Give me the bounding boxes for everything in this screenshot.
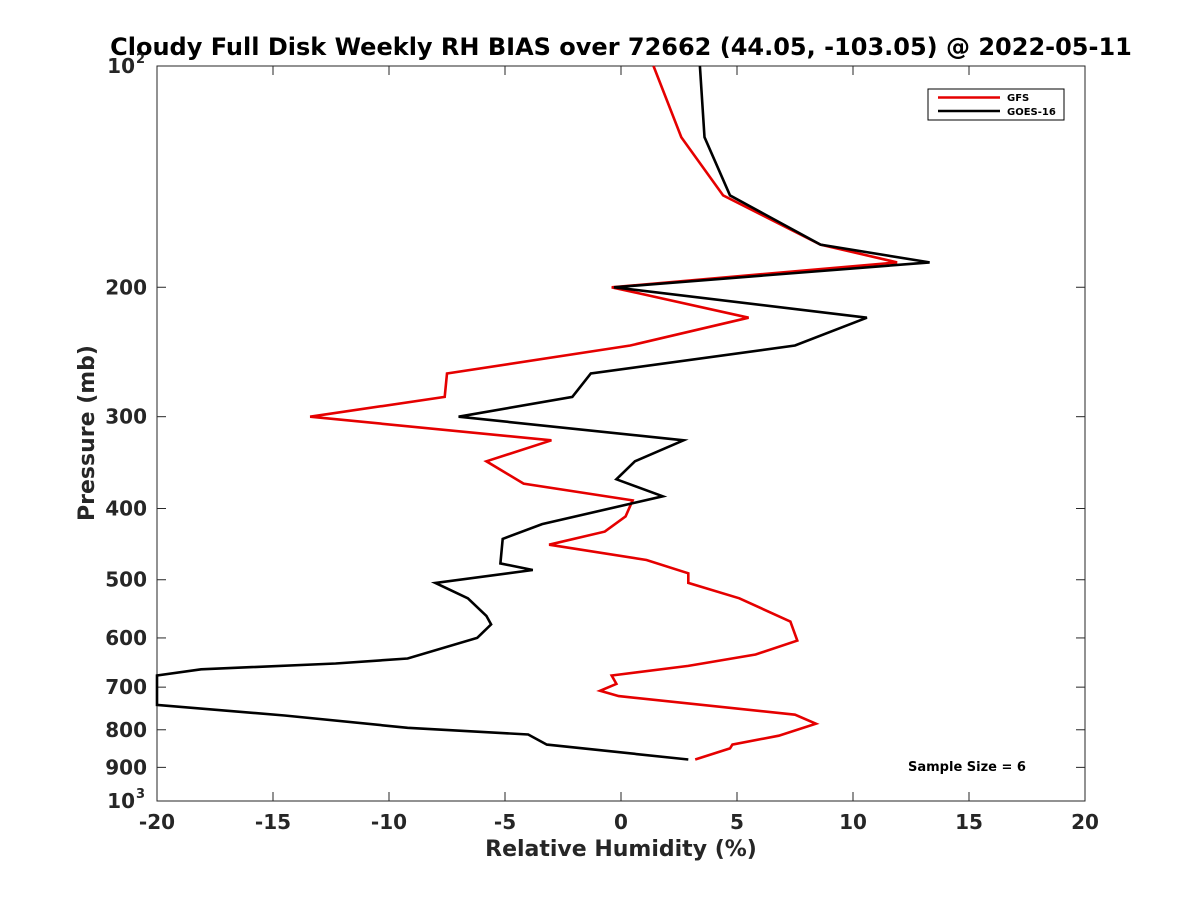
- legend-box: [927, 88, 1065, 121]
- y-tick-label-exponent: 2: [136, 52, 145, 67]
- x-tick-label: -5: [494, 810, 516, 834]
- y-tick-label: 300: [105, 405, 147, 429]
- x-tick-label: 0: [614, 810, 628, 834]
- y-tick-label: 400: [105, 497, 147, 521]
- y-tick-label: 200: [105, 275, 147, 299]
- y-tick-label: 500: [105, 568, 147, 592]
- series-line-goes-16: [155, 65, 930, 761]
- y-axis-label: Pressure (mb): [75, 345, 100, 521]
- y-tick-label: 800: [105, 718, 147, 742]
- legend-label-goes: GOES-16: [1007, 107, 1056, 118]
- x-tick-label: 15: [955, 810, 983, 834]
- y-tick-label: 10: [107, 789, 135, 813]
- series-line-gfs: [309, 65, 898, 761]
- x-axis-ticks: -20 -15 -10 -5 0 5 10 15 20: [139, 66, 1099, 834]
- x-tick-label: 10: [839, 810, 867, 834]
- series-layer: [155, 65, 930, 761]
- sample-size-annotation: Sample Size = 6: [908, 760, 1026, 775]
- y-tick-label: 900: [105, 755, 147, 779]
- x-tick-label: -20: [139, 810, 175, 834]
- legend-label-gfs: GFS: [1007, 93, 1029, 104]
- x-tick-label: 20: [1071, 810, 1099, 834]
- y-tick-label: 10: [107, 54, 135, 78]
- x-tick-label: -10: [371, 810, 407, 834]
- y-tick-label: 700: [105, 675, 147, 699]
- x-tick-label: 5: [730, 810, 744, 834]
- legend: GFS GOES-16: [927, 88, 1065, 121]
- x-axis-label: Relative Humidity (%): [485, 837, 757, 862]
- x-tick-label: -15: [255, 810, 291, 834]
- y-tick-label: 600: [105, 626, 147, 650]
- y-tick-label-exponent: 3: [136, 787, 145, 802]
- chart-title: Cloudy Full Disk Weekly RH BIAS over 726…: [110, 33, 1132, 61]
